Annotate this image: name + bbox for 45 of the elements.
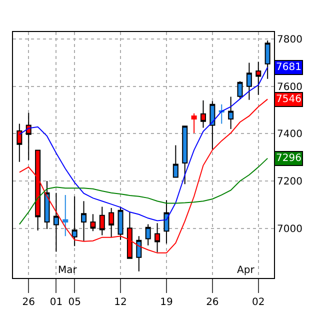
candlestick — [108, 207, 114, 238]
x-tick-label: 05 — [68, 297, 81, 308]
candlestick — [145, 224, 151, 246]
y-tick-label: 7200 — [277, 176, 302, 188]
candlestick — [256, 61, 262, 96]
annotation: Mar — [58, 265, 78, 276]
candlestick — [99, 206, 105, 236]
candlestick — [90, 214, 96, 232]
candlestick — [53, 192, 59, 252]
y-tick-label: 7400 — [277, 129, 302, 140]
candlestick — [191, 112, 197, 134]
x-tick-label: 12 — [114, 297, 127, 308]
candlestick — [81, 200, 87, 242]
candlestick — [172, 144, 178, 178]
y-tick-label: 7000 — [277, 224, 302, 235]
candlestick — [246, 62, 252, 100]
candlestick — [228, 96, 234, 130]
y-tick-label: 7800 — [277, 34, 302, 46]
x-tick-label: 26 — [206, 297, 219, 308]
line-series — [18, 66, 268, 222]
candlestick — [26, 112, 32, 160]
candlestick — [218, 104, 224, 124]
candlestick — [35, 150, 41, 231]
candlestick — [200, 100, 206, 128]
candlestick — [72, 196, 78, 247]
x-tick-label: 19 — [160, 297, 173, 308]
candlestick — [264, 40, 270, 80]
x-tick-label: 01 — [50, 297, 63, 308]
candlestick — [62, 194, 68, 237]
y-tick-label: 7600 — [277, 82, 302, 93]
data-label: 7681 — [276, 62, 302, 73]
candlestick — [182, 126, 188, 185]
candlestick — [118, 206, 124, 240]
x-tick-label: 26 — [22, 297, 35, 308]
candlestick — [237, 80, 243, 100]
annotation: Apr — [237, 265, 256, 276]
candlestick — [44, 180, 50, 230]
data-label: 7296 — [276, 153, 302, 164]
x-tick-label: 02 — [252, 297, 265, 308]
candlestick — [164, 200, 170, 244]
data-label: 7546 — [276, 94, 302, 105]
candlestick — [136, 236, 142, 272]
line-series — [18, 158, 268, 225]
candlestick — [210, 100, 216, 150]
candlestick — [16, 123, 22, 162]
